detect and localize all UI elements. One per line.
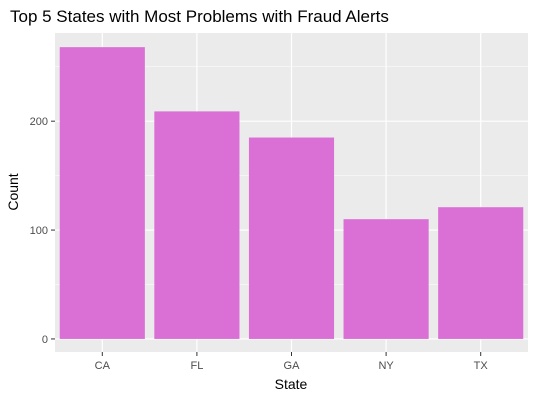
y-tick-label: 200 bbox=[30, 116, 48, 128]
x-tick-label: CA bbox=[95, 360, 111, 372]
x-tick-label: FL bbox=[190, 360, 203, 372]
bar-tx bbox=[438, 207, 524, 339]
y-tick-label: 0 bbox=[42, 334, 48, 346]
bar-ga bbox=[248, 137, 335, 339]
x-tick-label: TX bbox=[474, 360, 489, 372]
bar-ny bbox=[343, 219, 429, 339]
bars bbox=[59, 47, 524, 339]
x-axis-ticks: CA FL GA NY TX bbox=[95, 352, 489, 372]
bar-fl bbox=[154, 111, 240, 339]
x-tick-label: NY bbox=[378, 360, 394, 372]
chart-title: Top 5 States with Most Problems with Fra… bbox=[10, 7, 389, 26]
x-tick-label: GA bbox=[284, 360, 301, 372]
y-tick-label: 100 bbox=[30, 225, 48, 237]
bar-ca bbox=[59, 47, 145, 339]
y-axis-ticks: 0 100 200 bbox=[30, 116, 55, 346]
x-axis-label: State bbox=[275, 376, 308, 392]
y-axis-label: Count bbox=[5, 173, 21, 210]
